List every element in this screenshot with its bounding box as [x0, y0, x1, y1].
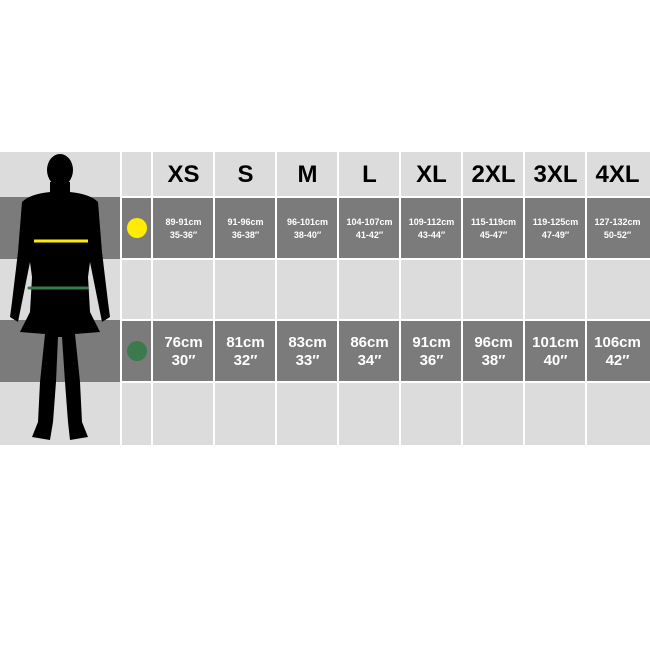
- head-shape: [47, 154, 73, 186]
- chest-in: 36-38″: [231, 230, 260, 240]
- waist-in: 33″: [295, 352, 320, 369]
- row-divider: [120, 196, 650, 198]
- chest-marker-icon: [127, 218, 147, 238]
- waist-in: 30″: [171, 352, 196, 369]
- chest-cm: 119-125cm: [532, 217, 579, 227]
- chest-cm: 96-101cm: [286, 217, 329, 227]
- waist-cell: 81cm 32″: [215, 322, 276, 382]
- waist-cm: 83cm: [288, 334, 327, 351]
- column-divider: [151, 152, 153, 445]
- waist-cell: 91cm 36″: [401, 322, 462, 382]
- chest-cell: 91-96cm 36-38″: [215, 199, 276, 259]
- size-header: S: [237, 160, 254, 188]
- chest-cell: 115-119cm 45-47″: [463, 199, 524, 259]
- column-divider: [523, 152, 525, 445]
- size-header: M: [297, 160, 318, 188]
- row-divider: [120, 258, 650, 260]
- chest-cell: 96-101cm 38-40″: [277, 199, 338, 259]
- header-band: [0, 152, 650, 197]
- waist-cell: 106cm 42″: [587, 322, 648, 382]
- waist-in: 38″: [481, 352, 506, 369]
- waist-cell: 96cm 38″: [463, 322, 524, 382]
- chest-cm: 115-119cm: [470, 217, 517, 227]
- size-header: 3XL: [533, 160, 578, 188]
- waist-in: 34″: [357, 352, 382, 369]
- chest-in: 47-49″: [541, 230, 570, 240]
- body-silhouette: [10, 154, 110, 440]
- spacer-band: [0, 382, 650, 445]
- row-divider: [120, 319, 650, 321]
- waist-cell: 101cm 40″: [525, 322, 586, 382]
- waist-marker-icon: [127, 341, 147, 361]
- waist-cell: 83cm 33″: [277, 322, 338, 382]
- waist-cell: 76cm 30″: [153, 322, 214, 382]
- chest-cm: 89-91cm: [165, 217, 202, 227]
- size-header: 2XL: [471, 160, 516, 188]
- waist-cell: 86cm 34″: [339, 322, 400, 382]
- chest-cm: 127-132cm: [594, 217, 641, 227]
- waist-in: 42″: [605, 352, 630, 369]
- waist-cm: 76cm: [164, 334, 203, 351]
- chest-in: 41-42″: [355, 230, 384, 240]
- chest-in: 50-52″: [603, 230, 632, 240]
- chest-in: 43-44″: [417, 230, 446, 240]
- body-shape: [10, 182, 110, 440]
- column-divider: [275, 152, 277, 445]
- chest-in: 45-47″: [479, 230, 508, 240]
- waist-cm: 91cm: [412, 334, 451, 351]
- column-divider: [120, 152, 122, 445]
- column-divider: [585, 152, 587, 445]
- chest-in: 35-36″: [169, 230, 198, 240]
- column-divider: [213, 152, 215, 445]
- size-header: 4XL: [595, 160, 640, 188]
- waist-in: 40″: [543, 352, 568, 369]
- chest-band: [0, 197, 650, 259]
- waist-cm: 101cm: [532, 334, 579, 351]
- row-divider: [120, 381, 650, 383]
- column-divider: [337, 152, 339, 445]
- waist-cm: 96cm: [474, 334, 513, 351]
- size-header: XL: [416, 160, 447, 188]
- chest-cell: 119-125cm 47-49″: [525, 199, 586, 259]
- chest-cm: 91-96cm: [227, 217, 264, 227]
- waist-in: 36″: [419, 352, 444, 369]
- chest-cm: 104-107cm: [346, 217, 393, 227]
- chest-cell: 127-132cm 50-52″: [587, 199, 648, 259]
- size-chart: XS 89-91cm 35-36″ 76cm 30″ S 91-96cm 36-38″ 81cm…: [0, 152, 650, 445]
- chest-cm: 109-112cm: [408, 217, 455, 227]
- waist-cm: 86cm: [350, 334, 389, 351]
- size-header: XS: [167, 160, 200, 188]
- waist-cm: 81cm: [226, 334, 265, 351]
- waist-cm: 106cm: [594, 334, 641, 351]
- waist-in: 32″: [233, 352, 258, 369]
- chest-cell: 104-107cm 41-42″: [339, 199, 400, 259]
- waist-band: [0, 320, 650, 382]
- column-divider: [461, 152, 463, 445]
- column-divider: [399, 152, 401, 445]
- chest-cell: 109-112cm 43-44″: [401, 199, 462, 259]
- size-header: L: [362, 160, 377, 188]
- chest-cell: 89-91cm 35-36″: [153, 199, 214, 259]
- chest-in: 38-40″: [293, 230, 322, 240]
